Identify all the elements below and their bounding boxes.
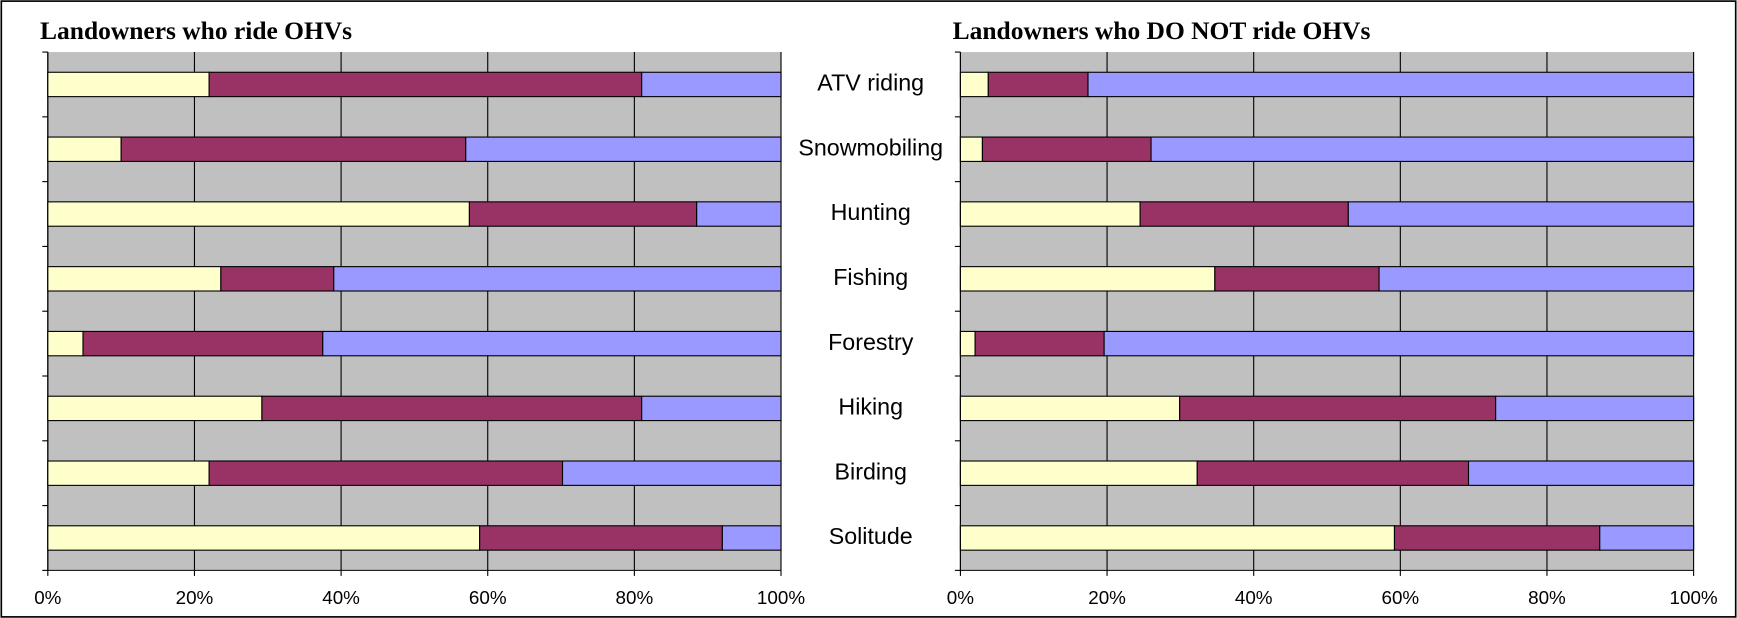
bar-segment [47, 136, 122, 162]
bar-segment [1393, 525, 1601, 551]
bar-segment [465, 136, 782, 162]
bar-segment [1378, 266, 1695, 292]
bar-segment [208, 460, 564, 486]
bar-segment [974, 330, 1105, 357]
bar-segment [82, 330, 324, 357]
x-tick-label: 100% [1670, 587, 1718, 608]
bar-segment [1196, 460, 1470, 486]
bar-segment [1214, 266, 1380, 292]
plot-area [960, 52, 1694, 571]
bar-segment [47, 71, 210, 98]
bar-segment [333, 266, 782, 292]
bar-segment [1599, 525, 1695, 551]
bar-segment [696, 201, 782, 227]
bar-segment [120, 136, 467, 162]
chart-title: Landowners who ride OHVs [40, 16, 352, 45]
bar-segment [959, 525, 1396, 551]
bar-segment [1103, 330, 1695, 357]
bar-segment [220, 266, 335, 292]
bar-segment [1150, 136, 1695, 162]
bar-segment [1087, 71, 1695, 98]
x-tick-label: 0% [947, 587, 974, 608]
x-tick-label: 0% [34, 587, 61, 608]
bar-segment [479, 525, 723, 551]
bar-segment [208, 71, 643, 98]
category-label: Hiking [838, 394, 903, 420]
bar-segment [561, 460, 782, 486]
bar-segment [47, 266, 222, 292]
bar-segment [981, 136, 1152, 162]
bar-segment [1495, 395, 1695, 422]
category-label: Solitude [829, 523, 913, 549]
x-tick-label: 60% [1382, 587, 1420, 608]
bar-segment [47, 330, 84, 357]
chart-title: Landowners who DO NOT ride OHVs [953, 16, 1371, 45]
x-tick-label: 40% [322, 587, 360, 608]
x-tick-label: 40% [1235, 587, 1273, 608]
bar-segment [1347, 201, 1695, 227]
bar-segment [987, 71, 1089, 98]
bar-segment [959, 71, 989, 98]
category-label: Hunting [831, 199, 911, 225]
bar-segment [1179, 395, 1497, 422]
plot-area [47, 52, 782, 571]
category-label: ATV riding [817, 70, 924, 96]
bar-segment [322, 330, 782, 357]
x-tick-label: 80% [616, 587, 654, 608]
bar-segment [641, 395, 782, 422]
category-label: Snowmobiling [798, 134, 943, 160]
x-tick-label: 20% [176, 587, 214, 608]
bar-segment [47, 460, 210, 486]
bar-segment [959, 136, 983, 162]
x-tick-label: 100% [757, 587, 805, 608]
bar-segment [959, 460, 1198, 486]
category-label: Forestry [828, 329, 914, 355]
bar-segment [261, 395, 643, 422]
bar-segment [721, 525, 782, 551]
bar-segment [959, 201, 1141, 227]
x-tick-label: 20% [1088, 587, 1126, 608]
bar-segment [959, 266, 1216, 292]
category-label: Birding [835, 458, 907, 484]
category-label: Fishing [833, 264, 908, 290]
x-tick-label: 80% [1528, 587, 1566, 608]
bar-segment [641, 71, 782, 98]
bar-segment [1467, 460, 1695, 486]
bar-segment [959, 330, 976, 357]
bar-segment [959, 395, 1181, 422]
bar-segment [468, 201, 698, 227]
bar-segment [1139, 201, 1349, 227]
bar-segment [47, 395, 263, 422]
bar-segment [47, 525, 481, 551]
x-tick-label: 60% [469, 587, 507, 608]
bar-segment [47, 201, 470, 227]
